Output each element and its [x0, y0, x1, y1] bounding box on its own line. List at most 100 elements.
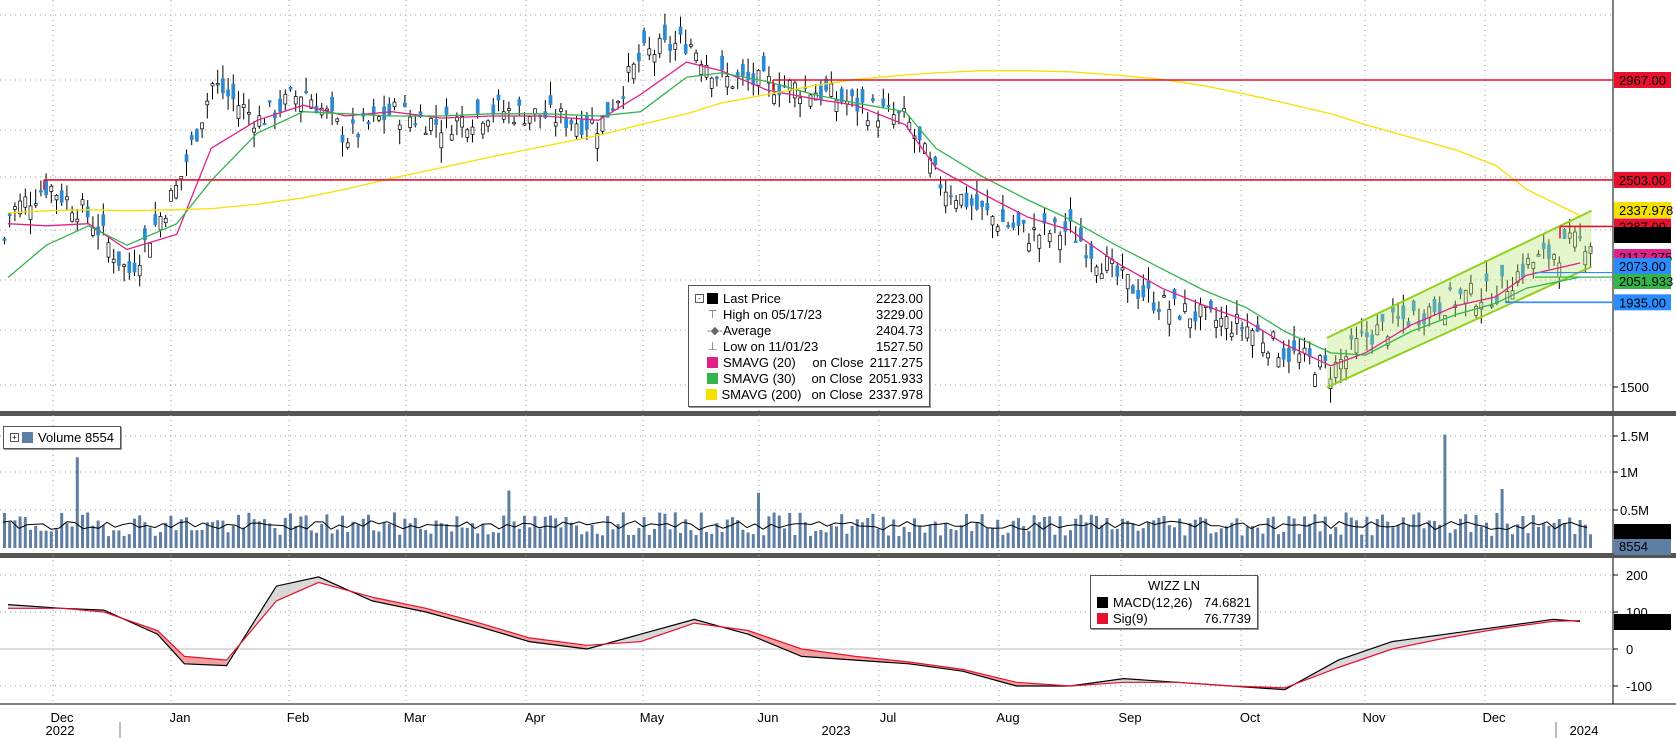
volume-bar [512, 521, 516, 548]
volume-bar [1017, 518, 1020, 548]
volume-bar [507, 490, 511, 548]
volume-bar [1110, 529, 1114, 548]
volume-bar [159, 532, 162, 548]
volume-bar [304, 515, 308, 548]
volume-bar [23, 517, 27, 548]
candle-up [512, 121, 516, 125]
volume-bar [871, 513, 875, 548]
candle-down [85, 206, 90, 218]
volume-bar [569, 522, 573, 548]
macd-histogram-fill [640, 619, 695, 642]
candle-up [252, 127, 256, 133]
volume-bar [824, 532, 828, 548]
candle-up [345, 142, 350, 148]
volume-bar [1251, 526, 1254, 548]
volume-bar [881, 516, 885, 548]
candle-up [65, 196, 69, 201]
candle-up [163, 217, 168, 224]
price-tag: 2337.978 [1614, 202, 1673, 218]
volume-bar [1422, 528, 1426, 548]
volume-bar [1490, 535, 1494, 548]
volume-bar [814, 530, 818, 548]
candle-up [631, 63, 636, 80]
volume-bar [1027, 531, 1031, 548]
candle-up [657, 37, 662, 54]
volume-bar [1188, 522, 1192, 548]
volume-bar [1526, 533, 1530, 548]
candle-up [169, 189, 173, 202]
volume-bar [445, 524, 448, 548]
candle-down [1146, 280, 1151, 289]
candle-up [1489, 305, 1494, 308]
candle-up [954, 200, 958, 209]
volume-bar [1334, 527, 1338, 548]
volume-bar [1547, 525, 1551, 548]
candle-up [1344, 356, 1348, 370]
volume-bar [616, 523, 620, 548]
candle-down [1562, 229, 1567, 240]
candle-up [725, 76, 730, 88]
volume-bar [1183, 535, 1187, 548]
candle-up [377, 116, 381, 121]
volume-bar [179, 519, 183, 548]
volume-bar [767, 516, 771, 548]
legend-row: SMAVG (20) on Close 2117.275 [695, 354, 923, 370]
candle-down [663, 24, 667, 41]
expand-icon[interactable]: + [10, 433, 19, 442]
volume-bar [237, 514, 240, 548]
candle-down [1136, 290, 1140, 299]
volume-bar [538, 528, 542, 548]
candle-down [1281, 348, 1286, 360]
volume-bar [231, 525, 235, 548]
volume-bar [174, 530, 178, 548]
candle-down [231, 83, 236, 100]
volume-bar [725, 519, 729, 548]
month-tick-label: Sep [1118, 710, 1141, 725]
candle-up [309, 99, 314, 109]
volume-bar [294, 525, 298, 548]
volume-swatch [22, 432, 33, 443]
volume-bar [455, 516, 459, 548]
candle-down [262, 123, 267, 126]
candle-up [1271, 331, 1276, 339]
candle-up [507, 108, 511, 111]
candle-up [959, 193, 964, 206]
volume-bar [315, 532, 318, 548]
volume-bar [341, 515, 344, 548]
volume-bar [663, 513, 667, 548]
candle-up [1443, 315, 1447, 326]
volume-bar [1147, 522, 1150, 548]
candle-down [1500, 264, 1504, 277]
month-tick-label: Oct [1240, 710, 1261, 725]
volume-bar [543, 516, 547, 548]
volume-bar [970, 531, 974, 548]
volume-bar [1375, 518, 1379, 548]
month-tick-label: Dec [50, 710, 74, 725]
collapse-icon[interactable]: - [695, 293, 704, 303]
candle-down [975, 194, 979, 210]
price-tag: 2051.933 [1614, 273, 1673, 289]
month-tick-label: Aug [996, 710, 1019, 725]
candle-up [1125, 274, 1130, 290]
volume-bar [185, 517, 188, 548]
candle-down [366, 121, 371, 125]
volume-bar [1459, 518, 1462, 548]
candle-up [236, 105, 241, 119]
volume-bar [1011, 520, 1015, 548]
candle-up [793, 82, 797, 99]
volume-bar [1557, 519, 1561, 548]
signal-line [8, 581, 1581, 689]
volume-value: 8554 [85, 430, 114, 445]
legend-row: ⊤ High on 05/17/23 3229.00 [695, 306, 923, 322]
volume-bar [471, 523, 474, 548]
volume-bar [1100, 525, 1104, 548]
month-tick-label: Jul [880, 710, 897, 725]
candle-down [886, 105, 891, 108]
candle-down [683, 44, 688, 54]
trend-channel-fill [1326, 210, 1592, 388]
candle-down [127, 261, 132, 274]
candle-down [221, 78, 225, 94]
volume-bar [1157, 517, 1161, 548]
macd-tag-box [1614, 614, 1671, 630]
volume-bar [523, 515, 526, 548]
